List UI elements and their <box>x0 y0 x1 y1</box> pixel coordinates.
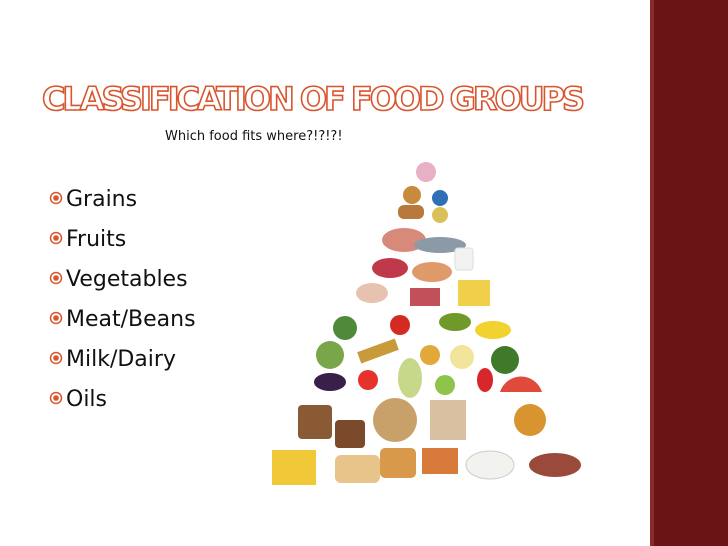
side-band-edge <box>650 0 654 546</box>
bullet-icon <box>49 231 63 245</box>
food-pyramid <box>272 162 581 485</box>
bullet-icon-dot <box>53 195 59 201</box>
bullet-text: Fruits <box>66 227 126 252</box>
bullet-icon-dot <box>53 395 59 401</box>
bullet-text: Oils <box>66 387 107 412</box>
side-band <box>650 0 728 546</box>
slide-title: Classification of Food Groups <box>42 80 588 118</box>
bullet-icon-dot <box>53 315 59 321</box>
bullet-icon-dot <box>53 355 59 361</box>
bullet-icon <box>49 271 63 285</box>
slide-subtitle: Which food fits where?!?!?! <box>165 129 343 144</box>
bullet-icon <box>49 391 63 405</box>
bullet-text: Vegetables <box>66 267 188 292</box>
bullet-icon-dot <box>53 275 59 281</box>
bullet-text: Milk/Dairy <box>66 347 176 372</box>
bullet-text: Grains <box>66 187 137 212</box>
bullet-icon <box>49 351 63 365</box>
bullet-list: Grains Fruits Vegetables Meat/Beans Milk/Dai… <box>49 187 196 412</box>
bullet-icon <box>49 191 63 205</box>
bullet-icon <box>49 311 63 325</box>
bullet-icon-dot <box>53 235 59 241</box>
bullet-text: Meat/Beans <box>66 307 196 332</box>
